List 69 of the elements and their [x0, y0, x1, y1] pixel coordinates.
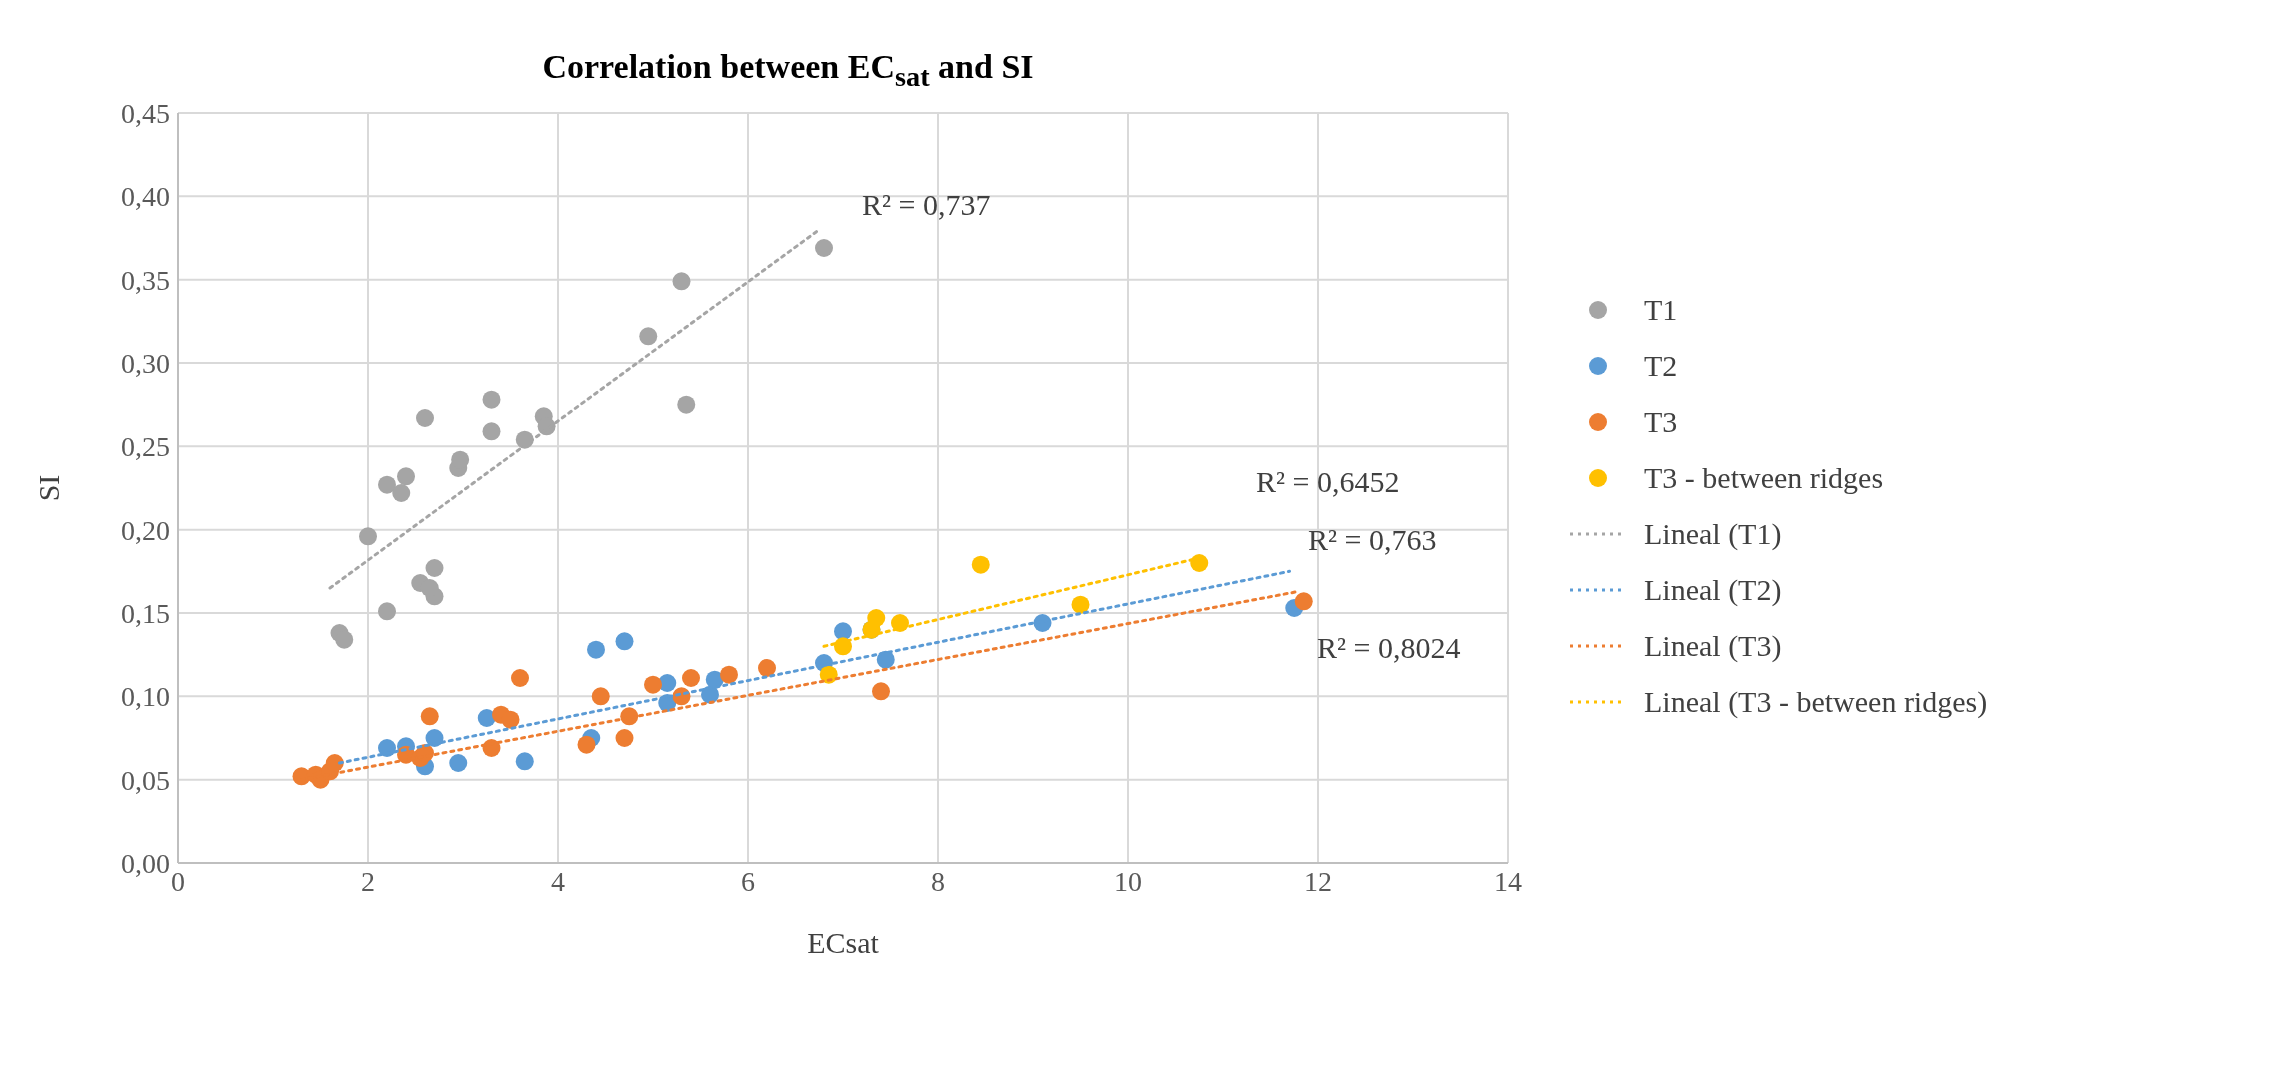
point: [515, 752, 534, 771]
y-axis-title: SI: [31, 474, 65, 502]
point: [682, 668, 700, 687]
point: [1294, 592, 1313, 611]
point: [672, 272, 691, 291]
point: [397, 467, 415, 486]
annotation: R² = 0,737: [862, 188, 991, 222]
point: [867, 608, 886, 627]
legend-label: T3: [1644, 404, 1678, 439]
point: [815, 238, 833, 257]
point: [971, 555, 990, 574]
point: [420, 707, 439, 726]
legend-label: T3 - between ridges: [1644, 460, 1884, 495]
point: [677, 395, 696, 414]
x-tick-label: 4: [551, 865, 565, 897]
point: [416, 408, 434, 427]
point: [758, 658, 776, 677]
legend-label: Lineal (T3): [1644, 628, 1782, 663]
y-tick-label: 0,35: [121, 264, 170, 296]
point: [378, 475, 396, 494]
y-tick-label: 0,00: [121, 847, 170, 879]
point: [644, 675, 662, 694]
point: [482, 422, 501, 441]
y-tick-label: 0,25: [121, 431, 170, 463]
chart-title: Correlation between EC$_{sat}$ and SI: [541, 47, 1035, 93]
point: [325, 753, 344, 772]
point: [482, 390, 501, 409]
legend-label: Lineal (T2): [1644, 572, 1782, 607]
x-tick-label: 2: [361, 865, 375, 897]
x-tick-label: 10: [1114, 865, 1142, 897]
point: [378, 602, 396, 621]
point: [615, 632, 634, 651]
y-tick-label: 0,10: [121, 681, 170, 713]
legend-label: Lineal (T3 - between ridges): [1644, 684, 1988, 719]
point: [639, 327, 658, 346]
point: [420, 578, 439, 597]
legend-label: T2: [1644, 348, 1678, 383]
x-axis-title: ECsat: [807, 925, 880, 959]
point: [1071, 595, 1090, 614]
point: [335, 630, 354, 649]
y-tick-label: 0,20: [121, 514, 170, 546]
annotation: R² = 0,763: [1308, 523, 1437, 557]
x-tick-label: 0: [171, 865, 185, 897]
point: [834, 622, 852, 641]
legend-label: T1: [1644, 292, 1678, 327]
point: [872, 682, 890, 701]
annotation: R² = 0,8024: [1317, 631, 1461, 665]
y-tick-label: 0,45: [121, 97, 170, 129]
point: [615, 728, 634, 747]
x-tick-label: 8: [931, 865, 945, 897]
y-tick-label: 0,30: [121, 347, 170, 379]
point: [501, 710, 520, 729]
y-tick-label: 0,40: [121, 181, 170, 213]
point: [720, 665, 738, 684]
point: [587, 640, 605, 659]
point: [392, 483, 411, 502]
annotation: R² = 0,6452: [1256, 465, 1400, 499]
x-tick-label: 6: [741, 865, 755, 897]
y-tick-label: 0,15: [121, 597, 170, 629]
x-tick-label: 14: [1494, 865, 1522, 897]
point: [425, 558, 444, 577]
point: [359, 527, 377, 546]
x-tick-label: 12: [1304, 865, 1332, 897]
point: [511, 668, 529, 687]
point: [591, 687, 610, 706]
y-tick-label: 0,05: [121, 764, 170, 796]
legend-label: Lineal (T1): [1644, 516, 1782, 551]
point: [577, 735, 596, 754]
point: [449, 753, 468, 772]
